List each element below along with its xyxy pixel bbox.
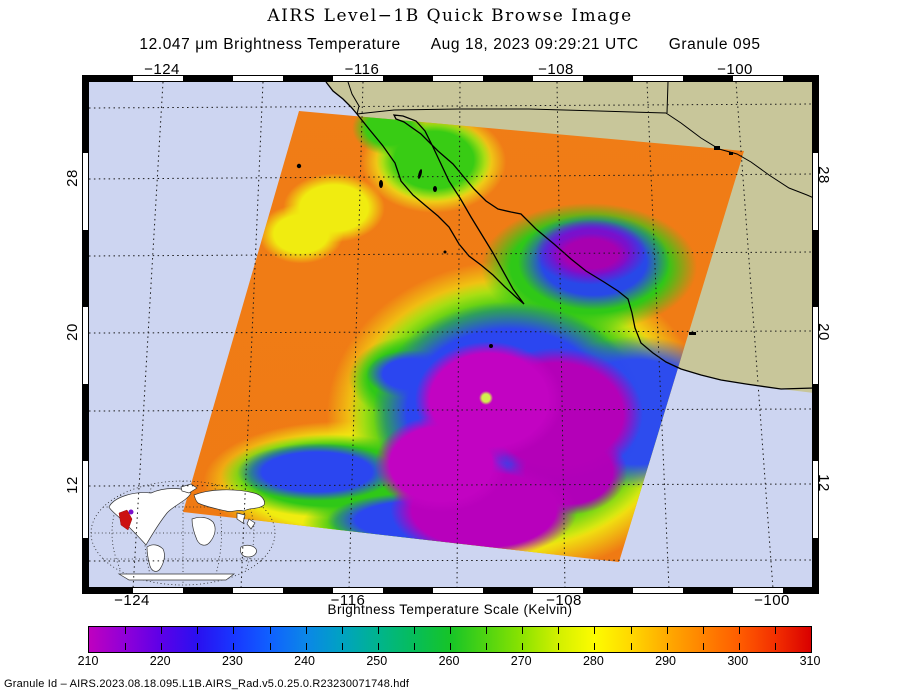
map-frame-top [82, 75, 819, 82]
colorbar-tick-mark [774, 643, 776, 650]
lat-label-right: 28 [815, 166, 832, 184]
map-plot-area [88, 81, 814, 589]
map-frame-left [82, 75, 89, 594]
colorbar-tick-mark [341, 643, 343, 650]
map-frame-bottom [82, 587, 819, 594]
colorbar-tick-label: 270 [510, 654, 532, 668]
colorbar-tick-label: 290 [655, 654, 677, 668]
page-title: AIRS Level−1B Quick Browse Image [267, 6, 633, 26]
colorbar-tick-mark [666, 643, 668, 650]
granule-id-text: Granule Id – AIRS.2023.08.18.095.L1B.AIR… [4, 678, 410, 690]
lon-label-bottom: −124 [114, 592, 150, 609]
colorbar-tick-mark [630, 627, 632, 634]
colorbar-tick-mark [738, 643, 740, 650]
colorbar-tick-mark [377, 643, 379, 650]
coastline [325, 82, 814, 390]
subtitle-datetime: Aug 18, 2023 09:29:21 UTC [430, 36, 639, 53]
grid-layer [89, 82, 814, 589]
inset-world-map [90, 480, 276, 586]
lat-label-left: 20 [64, 323, 81, 341]
colorbar-tick-mark [269, 643, 271, 650]
lon-label-top: −100 [717, 61, 753, 78]
inset-secondary-marker [128, 509, 134, 515]
colorbar-tick-mark [558, 643, 560, 650]
graticule-lines [89, 82, 814, 589]
lat-label-right: 20 [815, 323, 832, 341]
colorbar-tick-mark [702, 643, 704, 650]
subtitle-band: 12.047 μm Brightness Temperature [139, 36, 401, 53]
colorbar-tick-mark [594, 627, 596, 634]
colorbar-tick-mark [702, 627, 704, 634]
colorbar-tick-mark [197, 627, 199, 634]
colorbar-tick-mark [522, 643, 524, 650]
lat-label-right: 12 [815, 474, 832, 492]
colorbar-gradient [88, 626, 812, 653]
colorbar-tick-mark [233, 627, 235, 634]
colorbar-tick-mark [450, 627, 451, 634]
lon-label-top: −108 [538, 61, 574, 78]
colorbar-tick-mark [558, 627, 560, 634]
colorbar-tick-label: 250 [366, 654, 388, 668]
lat-label-left: 28 [64, 169, 81, 187]
lon-label-bottom: −100 [754, 592, 790, 609]
colorbar-tick-mark [630, 643, 632, 650]
colorbar-tick-label: 230 [221, 654, 243, 668]
colorbar-tick-mark [161, 627, 163, 634]
colorbar-tick-mark [413, 627, 415, 634]
colorbar-tick-mark [161, 643, 163, 650]
colorbar-tick-mark [197, 643, 199, 650]
colorbar-tick-mark [594, 643, 596, 650]
colorbar-tick-mark [233, 643, 235, 650]
colorbar-tick-mark [305, 643, 307, 650]
map-frame-right [812, 75, 819, 594]
colorbar-tick-mark [522, 627, 524, 634]
colorbar-tick-label: 220 [149, 654, 171, 668]
lon-label-bottom: −108 [546, 592, 582, 609]
colorbar-tick-mark [738, 627, 740, 634]
lon-label-top: −124 [144, 61, 180, 78]
colorbar-tick-mark [269, 627, 271, 634]
colorbar-tick-label: 280 [582, 654, 604, 668]
lat-label-left: 12 [64, 476, 81, 494]
colorbar-tick-mark [125, 627, 127, 634]
colorbar-tick-mark [413, 643, 415, 650]
colorbar-tick-label: 240 [294, 654, 316, 668]
colorbar-tick-mark [377, 627, 379, 634]
colorbar-tick-mark [486, 627, 488, 634]
colorbar-tick-label: 300 [727, 654, 749, 668]
inset-continents [108, 483, 265, 581]
subtitle-granule: Granule 095 [668, 36, 761, 53]
colorbar-title: Brightness Temperature Scale (Kelvin) [327, 602, 573, 617]
country-state-borders [347, 82, 814, 199]
colorbar-tick-mark [341, 627, 343, 634]
subtitle: 12.047 μm Brightness Temperature Aug 18,… [0, 36, 900, 54]
colorbar-tick-mark [486, 643, 488, 650]
colorbar-tick-label: 260 [438, 654, 460, 668]
colorbar-tick-mark [125, 643, 127, 650]
colorbar-tick-mark [774, 627, 776, 634]
inset-granule-marker [118, 509, 133, 531]
coastline-layer [296, 82, 814, 390]
colorbar-tick-label: 210 [77, 654, 99, 668]
lon-label-top: −116 [344, 61, 380, 78]
colorbar-tick-mark [305, 627, 307, 634]
colorbar-tick-label: 310 [799, 654, 821, 668]
lon-label-bottom: −116 [330, 592, 366, 609]
colorbar-tick-mark [666, 627, 668, 634]
islands [296, 146, 733, 348]
colorbar-tick-mark [450, 643, 451, 650]
